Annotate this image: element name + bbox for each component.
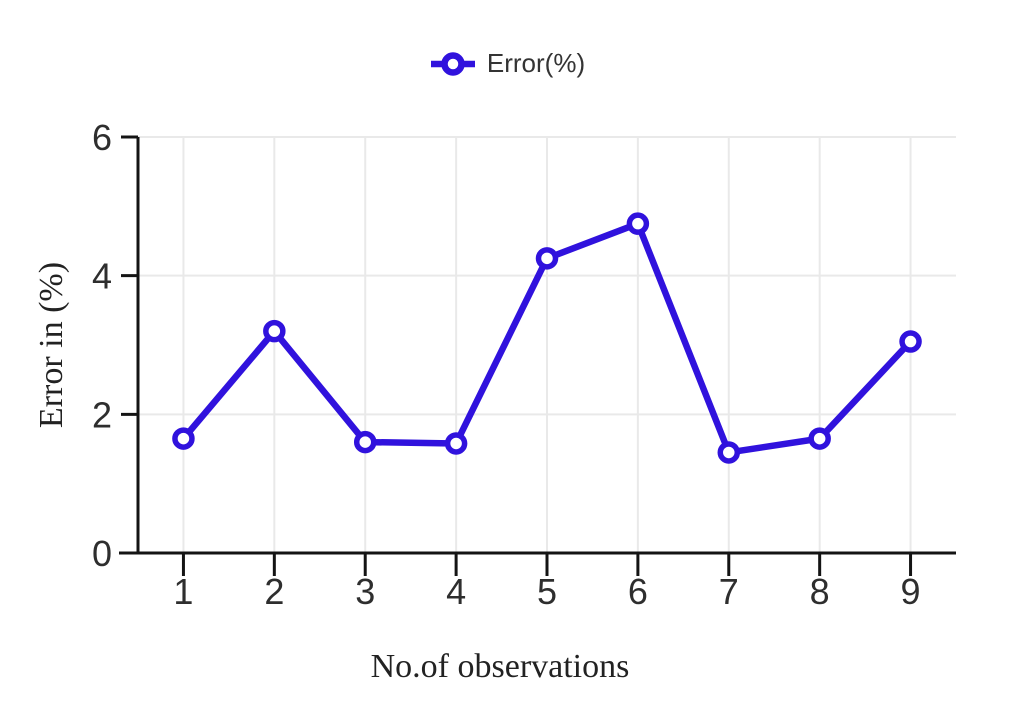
data-point [172,427,195,450]
legend-marker-icon [430,51,475,76]
data-point [263,319,286,343]
data-point [899,330,922,353]
x-tick-label: 6 [628,571,648,612]
x-tick-label: 3 [355,571,375,612]
legend-open-circle [441,51,465,76]
x-tick-label: 1 [173,571,193,612]
y-tick-label: 2 [92,394,112,435]
y-tick-label: 6 [92,117,112,158]
data-point [717,441,741,464]
data-point [444,432,468,455]
x-tick-label: 8 [810,571,830,612]
legend-item-error[interactable]: Error(%) [430,48,585,79]
x-tick-label: 2 [264,571,284,612]
legend: Error(%) [0,48,1015,79]
y-tick-label: 4 [92,256,112,297]
legend-item-label: Error(%) [486,48,586,78]
x-tick-label: 7 [719,571,739,612]
data-point [353,430,377,454]
data-point [808,427,831,450]
x-tick-label: 4 [446,571,466,612]
x-axis-title: No.of observations [370,648,630,685]
y-axis-title: Error in (%) [33,261,70,429]
x-tick-label: 5 [537,571,557,612]
y-tick-label: 0 [92,533,112,574]
data-point [535,247,559,270]
data-point [626,212,650,235]
x-tick-label: 9 [901,571,921,612]
